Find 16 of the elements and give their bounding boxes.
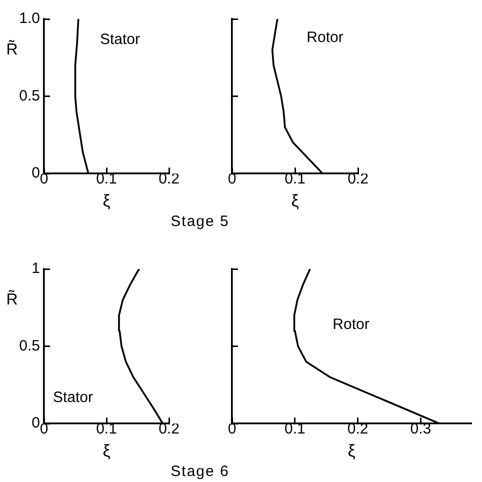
y-tick-label: 1.0 — [19, 10, 40, 28]
y-tick-label: 1 — [32, 260, 40, 278]
y-axis-title: R̃ — [6, 40, 18, 58]
x-axis-title: ξ — [348, 441, 356, 460]
annotation: Stator — [52, 389, 94, 406]
x-axis-title: ξ — [102, 441, 111, 460]
text: Stage 5 — [170, 213, 230, 230]
annotation: Rotor — [306, 29, 344, 46]
y-tick-label: 0.5 — [19, 337, 40, 354]
x-axis-title: ξ — [102, 191, 111, 210]
annotation: Rotor — [332, 316, 370, 334]
annotation: Stator — [100, 31, 140, 48]
y-axis-title: R̃ — [6, 290, 18, 308]
text: Stage 6 — [170, 463, 230, 480]
y-tick-label: 0.5 — [19, 87, 40, 104]
x-axis-title: ξ — [291, 191, 300, 210]
